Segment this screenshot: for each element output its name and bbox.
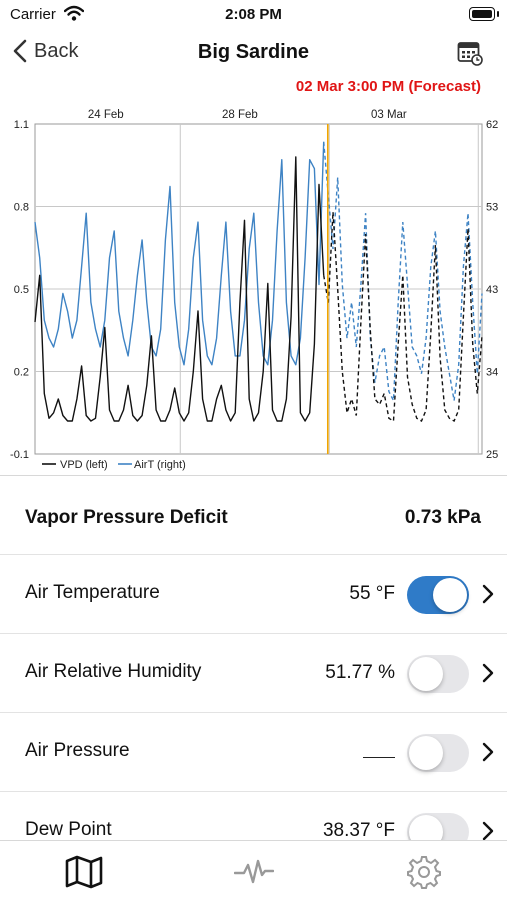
list-item-air-temperature[interactable]: Air Temperature 55 °F <box>0 554 507 633</box>
tab-bar <box>0 840 507 901</box>
chevron-right-icon[interactable] <box>481 820 495 842</box>
chevron-right-icon[interactable] <box>481 662 495 684</box>
row-value-empty <box>363 741 395 763</box>
activity-icon[interactable] <box>234 855 274 889</box>
chevron-right-icon[interactable] <box>481 741 495 763</box>
y-right-tick-label: 34 <box>486 367 498 379</box>
row-value: 51.77 % <box>325 662 395 683</box>
y-right-tick-label: 53 <box>486 202 498 214</box>
air-pressure-toggle[interactable] <box>407 734 469 772</box>
navigation-bar: Back Big Sardine <box>0 30 507 76</box>
x-tick-label: 28 Feb <box>222 109 258 121</box>
y-left-tick-label: -0.1 <box>10 449 29 461</box>
wifi-icon <box>64 5 84 21</box>
measurement-list: Air Temperature 55 °F Air Relative Humid… <box>0 554 507 870</box>
list-item-air-pressure[interactable]: Air Pressure <box>0 712 507 791</box>
page-title: Big Sardine <box>197 41 310 63</box>
back-button[interactable]: Back <box>12 38 78 64</box>
chart-canvas: 1.1 0.8 0.5 0.2 -0.1 62 53 43 34 25 24 Feb 28 Feb 03… <box>10 109 498 471</box>
vpd-airt-chart[interactable]: 1.1 0.8 0.5 0.2 -0.1 62 53 43 34 25 24 Feb 28 Feb 03… <box>0 98 507 474</box>
y-left-tick-label: 0.5 <box>14 284 29 296</box>
y-right-tick-label: 43 <box>486 284 498 296</box>
map-icon[interactable] <box>64 855 104 889</box>
back-label: Back <box>34 39 79 62</box>
row-value: 55 °F <box>349 583 395 604</box>
status-bar: Carrier 2:08 PM <box>0 0 507 28</box>
y-left-tick-label: 0.8 <box>14 202 29 214</box>
vpd-summary-row: Vapor Pressure Deficit 0.73 kPa <box>0 492 507 544</box>
vpd-line-observed <box>34 156 325 422</box>
empty-value-dash <box>363 757 395 759</box>
row-value: 38.37 °F <box>322 820 395 841</box>
airt-line-forecast <box>323 141 483 404</box>
row-label: Air Temperature <box>25 582 160 603</box>
chevron-right-icon[interactable] <box>481 583 495 605</box>
legend-label-airt: AirT (right) <box>134 459 186 471</box>
forecast-timestamp: 02 Mar 3:00 PM (Forecast) <box>295 78 481 95</box>
y-right-tick-label: 25 <box>486 449 498 461</box>
carrier-label: Carrier <box>10 6 56 23</box>
battery-icon <box>469 7 499 21</box>
calendar-icon[interactable] <box>457 40 483 66</box>
clock: 2:08 PM <box>225 6 282 23</box>
y-right-tick-label: 62 <box>486 119 498 131</box>
vpd-value: 0.73 kPa <box>404 507 481 528</box>
list-item-air-relative-humidity[interactable]: Air Relative Humidity 51.77 % <box>0 633 507 712</box>
vpd-label: Vapor Pressure Deficit <box>25 507 228 528</box>
y-left-tick-label: 1.1 <box>14 119 29 131</box>
row-label: Air Relative Humidity <box>25 661 202 682</box>
x-tick-label: 24 Feb <box>88 109 124 121</box>
chevron-left-icon <box>13 39 27 63</box>
legend-label-vpd: VPD (left) <box>60 459 108 471</box>
vpd-line-forecast <box>323 211 483 423</box>
row-label: Dew Point <box>25 819 112 840</box>
y-left-tick-label: 0.2 <box>14 367 29 379</box>
airt-line-observed <box>34 141 325 366</box>
gear-icon[interactable] <box>404 855 444 889</box>
air-relative-humidity-toggle[interactable] <box>407 655 469 693</box>
divider <box>0 475 507 476</box>
air-temperature-toggle[interactable] <box>407 576 469 614</box>
x-tick-label: 03 Mar <box>371 109 407 121</box>
row-label: Air Pressure <box>25 740 130 761</box>
